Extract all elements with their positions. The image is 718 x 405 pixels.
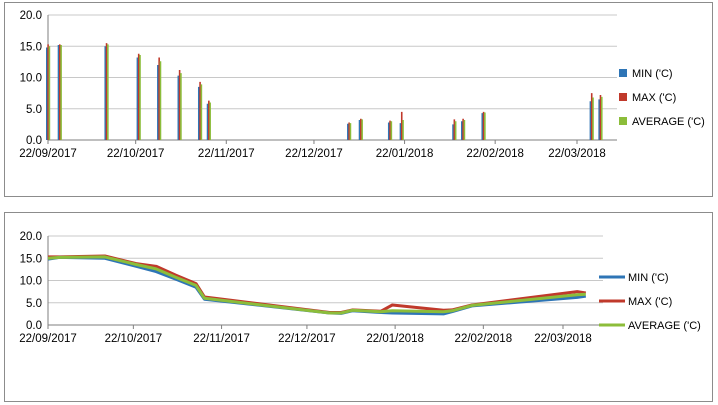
x-tick-label: 22/01/2018 (376, 148, 434, 160)
x-tick-label: 22/11/2017 (198, 148, 255, 160)
bar-min (399, 123, 402, 140)
bar-min (387, 122, 390, 140)
y-tick-label: 10.0 (20, 276, 42, 288)
legend-swatch-2 (619, 117, 627, 125)
y-tick-label: 0.0 (26, 135, 42, 147)
y-tick-label: 5.0 (26, 298, 42, 310)
bar-min (197, 86, 200, 140)
bar-average (139, 55, 141, 140)
bar-min (347, 123, 349, 140)
bar-average (60, 45, 62, 140)
series-line-average (47, 255, 586, 315)
bar-min (598, 99, 600, 140)
legend-label: MIN ('C) (628, 272, 669, 284)
legend-label: MIN ('C) (632, 68, 673, 80)
y-tick-label: 0.0 (26, 320, 42, 332)
bar-max (462, 118, 464, 140)
legend-label: AVERAGE ('C) (632, 116, 705, 128)
bar-max (599, 95, 602, 140)
bar-average (48, 46, 51, 140)
x-tick-label: 22/02/2018 (466, 148, 524, 160)
bar-average (349, 123, 352, 140)
series-line-min (47, 255, 587, 316)
bar-average (402, 120, 404, 140)
y-tick-label: 15.0 (20, 41, 42, 53)
bar-min (461, 121, 463, 140)
legend-label: MAX ('C) (632, 92, 676, 104)
y-tick-label: 15.0 (20, 253, 42, 265)
line-chart-panel: 0.0 5.0 10.0 15.0 20.0 22/09/2017 22/10/2017 22… (4, 212, 713, 402)
bar-max (137, 53, 140, 140)
line-chart: 0.0 5.0 10.0 15.0 20.0 22/09/2017 22/10/2017 22… (19, 231, 701, 345)
bar-average (600, 96, 603, 140)
bar-chart-panel: 0.0 5.0 10.0 15.0 20.0 22/09/2017 22/10/2017 22… (4, 2, 713, 197)
x-tick-label: 22/01/2018 (366, 333, 424, 345)
bar-max (199, 81, 201, 140)
bar-max (47, 44, 49, 140)
bar-min (206, 103, 209, 140)
bar-max (482, 111, 485, 140)
bar-average (361, 119, 363, 140)
bar-average (209, 102, 211, 140)
legend-label: AVERAGE ('C) (628, 320, 701, 332)
y-tick-label: 20.0 (20, 10, 42, 22)
bar-average (592, 97, 594, 140)
bar-max (158, 57, 160, 140)
bar-chart: 0.0 5.0 10.0 15.0 20.0 22/09/2017 22/10/2017 22… (19, 10, 705, 160)
legend-swatch-0 (619, 69, 627, 77)
bar-min (358, 120, 361, 140)
bar-min (452, 124, 454, 140)
x-tick-label: 22/09/2017 (19, 333, 77, 345)
bar-max (208, 100, 210, 140)
y-tick-label: 20.0 (20, 231, 42, 243)
bar-max (389, 120, 391, 140)
x-tick-label: 22/11/2017 (193, 333, 250, 345)
legend-swatch-1 (619, 93, 627, 101)
bar-min (157, 65, 159, 140)
bar-average (454, 121, 457, 140)
bar-min (589, 101, 592, 140)
bar-average (463, 120, 466, 140)
x-tick-label: 22/12/2017 (278, 333, 336, 345)
bar-max (348, 122, 350, 140)
bar-min (136, 57, 139, 140)
bar-average (484, 112, 486, 140)
x-tick-label: 22/03/2018 (548, 148, 606, 160)
bar-min (481, 113, 484, 140)
legend-label: MAX ('C) (628, 296, 672, 308)
bar-average (107, 44, 109, 140)
x-tick-label: 22/12/2017 (285, 148, 343, 160)
x-tick-label: 22/03/2018 (534, 333, 592, 345)
bar-max (178, 70, 181, 140)
bar-min (57, 45, 60, 140)
x-tick-label: 22/10/2017 (105, 333, 163, 345)
bar-max (360, 118, 362, 140)
bar-max (58, 44, 61, 140)
bar-max (105, 43, 108, 140)
bar-max (453, 119, 456, 140)
y-tick-label: 5.0 (26, 104, 42, 116)
bar-average (390, 121, 393, 140)
bar-max (590, 93, 593, 140)
bar-max (400, 111, 403, 140)
bar-average (200, 84, 203, 140)
bar-min (177, 75, 180, 140)
x-tick-label: 22/02/2018 (455, 333, 513, 345)
x-tick-label: 22/09/2017 (19, 148, 77, 160)
x-tick-label: 22/10/2017 (107, 148, 165, 160)
bar-min (46, 47, 48, 140)
bar-min (104, 46, 107, 140)
bar-average (180, 73, 182, 140)
y-tick-label: 10.0 (20, 73, 42, 85)
bar-average (159, 61, 162, 140)
